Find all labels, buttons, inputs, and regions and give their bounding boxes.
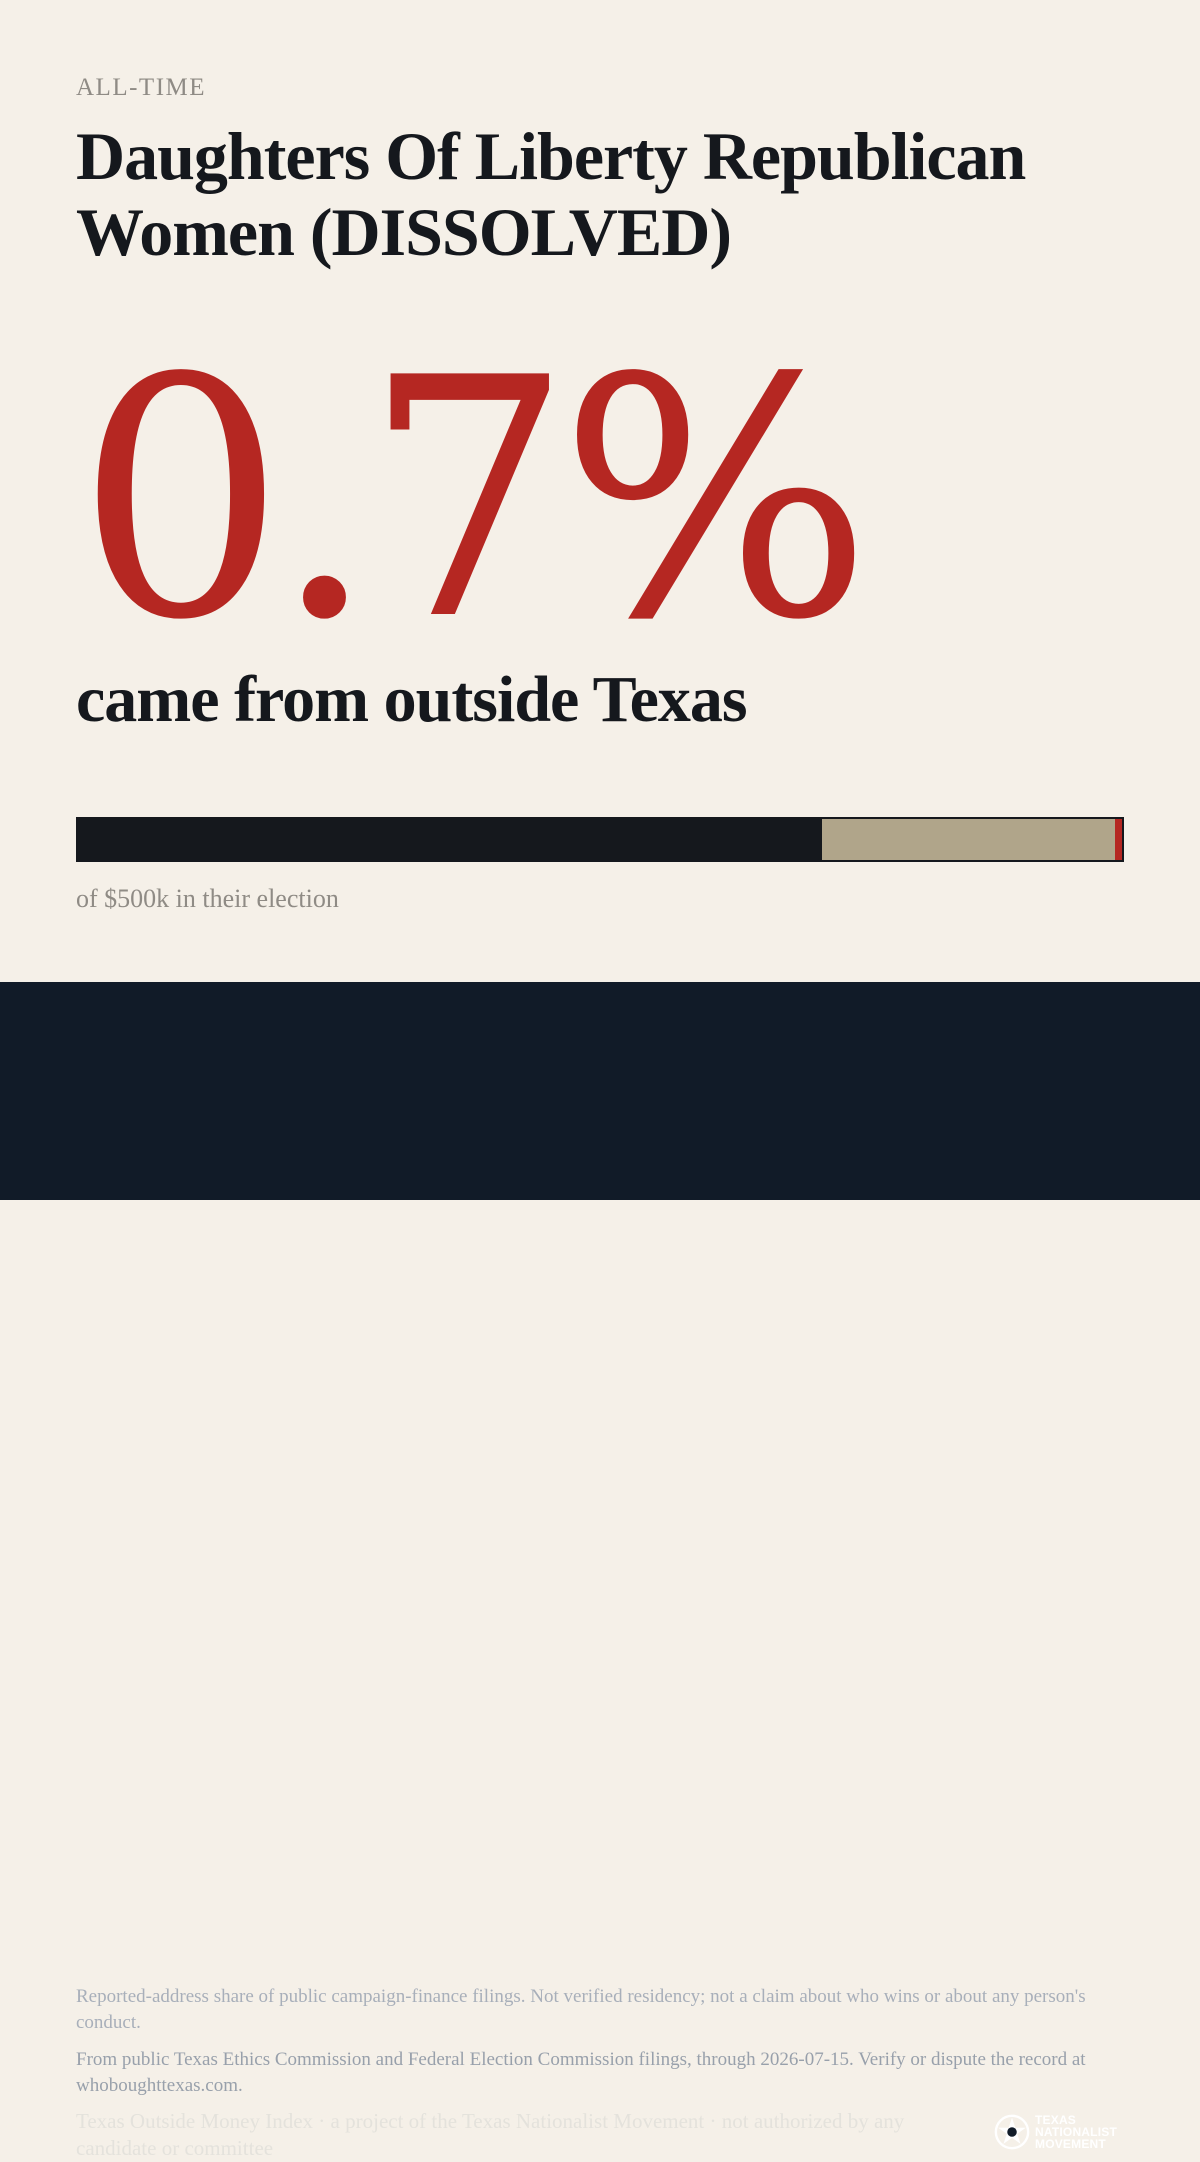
outside-share-percent: 0.7% [76, 308, 872, 692]
footer: Reported-address share of public campaig… [0, 982, 1200, 2160]
logo-wordmark: TEXAS NATIONALIST MOVEMENT [1035, 2114, 1117, 2150]
period-label: ALL-TIME [76, 74, 207, 101]
page-title: Daughters Of Liberty Republican Women (D… [76, 118, 1026, 270]
attribution-text: Texas Outside Money Index · a project of… [76, 2109, 905, 2160]
main-panel: ALL-TIME Daughters Of Liberty Republican… [0, 0, 1200, 982]
tnm-logo: TEXAS NATIONALIST MOVEMENT [993, 2113, 1117, 2151]
logo-line-1: TEXAS [1035, 2113, 1077, 2127]
logo-line-3: MOVEMENT [1035, 2137, 1106, 2151]
outside-share-subline: came from outside Texas [76, 663, 748, 736]
source-text: From public Texas Ethics Commission and … [76, 2049, 1086, 2096]
bar-caption: of $500k in their election [76, 884, 339, 913]
share-bar [76, 817, 1124, 862]
logo-line-2: NATIONALIST [1035, 2125, 1117, 2139]
bar-segment-in-texas [78, 819, 823, 860]
disclaimer-text: Reported-address share of public campaig… [76, 1986, 1086, 2033]
star-seal-icon [994, 2114, 1030, 2150]
bar-segment-other [822, 819, 1116, 860]
bar-segment-outside-texas [1115, 819, 1122, 860]
